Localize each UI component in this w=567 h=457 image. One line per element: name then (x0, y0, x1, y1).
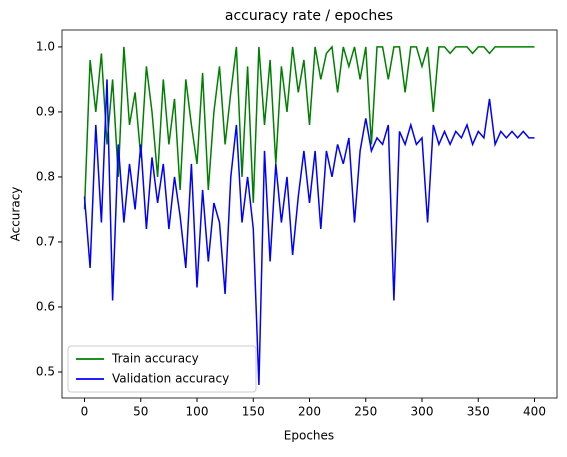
y-tick-label: 0.9 (36, 104, 55, 118)
y-tick-label: 0.6 (36, 299, 55, 313)
x-tick-label: 250 (354, 405, 377, 419)
chart-title: accuracy rate / epoches (225, 8, 393, 24)
y-tick-label: 0.7 (36, 234, 55, 248)
x-tick-label: 200 (298, 405, 321, 419)
x-tick-label: 100 (186, 405, 209, 419)
y-axis-label: Accuracy (9, 187, 23, 242)
y-tick-label: 1.0 (36, 39, 55, 53)
y-tick-label: 0.8 (36, 169, 55, 183)
x-tick-label: 300 (411, 405, 434, 419)
x-axis-label: Epoches (284, 429, 334, 443)
plot-frame (61, 29, 558, 399)
x-tick-label: 50 (133, 405, 148, 419)
x-tick-label: 150 (242, 405, 265, 419)
y-tick-label: 0.5 (36, 364, 55, 378)
x-tick-label: 0 (81, 405, 89, 419)
legend-box (67, 345, 257, 393)
legend-label: Validation accuracy (112, 372, 229, 386)
data-line (83, 45, 535, 210)
data-line (83, 79, 535, 386)
x-tick-label: 400 (523, 405, 546, 419)
x-tick-label: 350 (467, 405, 490, 419)
legend-label: Train accuracy (111, 352, 199, 366)
